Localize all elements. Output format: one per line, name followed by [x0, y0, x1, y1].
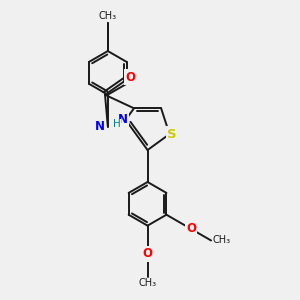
Text: N: N — [118, 113, 128, 126]
Text: O: O — [186, 222, 196, 235]
Text: O: O — [125, 70, 135, 84]
Text: O: O — [142, 247, 153, 260]
Text: CH₃: CH₃ — [139, 278, 157, 288]
Text: CH₃: CH₃ — [213, 236, 231, 245]
Text: S: S — [167, 128, 177, 141]
Text: N: N — [95, 120, 105, 133]
Text: H: H — [113, 119, 121, 129]
Text: CH₃: CH₃ — [99, 11, 117, 21]
